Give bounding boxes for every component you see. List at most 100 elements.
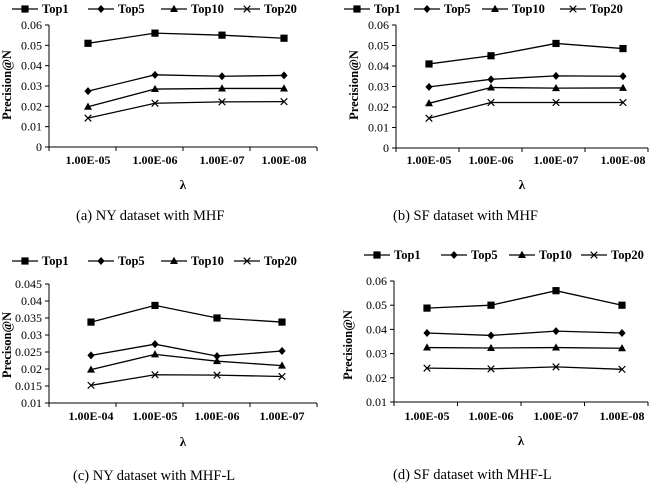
data-point [423, 364, 431, 372]
data-point [552, 83, 560, 92]
x-tick-label: 1.00E-06 [133, 153, 178, 167]
legend-label: Top20 [264, 254, 297, 268]
y-tick-label: 0.04 [21, 59, 42, 73]
legend-marker [21, 5, 29, 13]
data-point [423, 329, 431, 338]
x-tick-label: 1.00E-05 [133, 409, 178, 423]
data-point [213, 314, 221, 322]
legend: Top1 Top5 Top10 Top20 [344, 2, 623, 16]
x-tick-label: 1.00E-07 [534, 409, 579, 423]
series-line [87, 32, 285, 44]
series-Top20 [423, 363, 626, 374]
series-line [90, 374, 283, 386]
data-point [151, 84, 159, 93]
x-tick-label: 1.00E-06 [469, 409, 514, 423]
data-point [552, 327, 560, 336]
data-point [487, 52, 495, 60]
data-point [552, 363, 560, 371]
data-point [487, 365, 495, 373]
y-tick-label: 0.02 [21, 362, 42, 376]
x-tick-label: 1.00E-06 [195, 409, 240, 423]
series-Top5 [87, 340, 286, 361]
series-Top20 [84, 97, 288, 122]
y-tick-label: 0.03 [21, 79, 42, 93]
x-tick-label: 1.00E-07 [260, 409, 305, 423]
data-point [87, 318, 95, 326]
data-point [552, 287, 560, 295]
series-line [87, 74, 285, 92]
legend-label: Top1 [42, 2, 69, 16]
series-Top5 [84, 70, 288, 96]
data-point [280, 97, 288, 106]
data-point [487, 98, 495, 107]
data-point [487, 301, 495, 309]
series-line [426, 346, 623, 349]
data-point [87, 365, 95, 373]
legend-marker [170, 256, 178, 264]
x-axis-label: λ [180, 434, 187, 449]
series-line [87, 101, 285, 119]
series-Top20 [425, 98, 627, 122]
y-tick-label: 0.02 [366, 371, 387, 385]
y-tick-label: 0.06 [368, 18, 389, 32]
legend-label: Top5 [118, 2, 145, 16]
series-Top10 [423, 343, 626, 352]
legend-label: Top10 [539, 248, 572, 262]
legend: Top1 Top5 Top10 Top20 [364, 248, 644, 262]
legend-label: Top20 [264, 2, 297, 16]
series-line [428, 101, 623, 119]
data-point [423, 343, 431, 351]
legend-marker [170, 4, 178, 12]
legend-marker [21, 257, 29, 265]
series-line [87, 87, 284, 108]
chart-svg: Top1 Top5 Top10 Top20 0 0.01 0.02 0.03 0.04 0.05 0… [0, 2, 318, 192]
data-point [151, 99, 159, 108]
data-point [280, 71, 288, 80]
data-point [280, 34, 288, 42]
y-tick-label: 0.06 [21, 18, 42, 32]
data-point [552, 39, 560, 48]
data-point [151, 301, 159, 310]
y-tick-label: 0.05 [368, 39, 389, 53]
legend-label: Top5 [118, 254, 145, 268]
legend-label: Top10 [512, 2, 545, 16]
data-point [425, 82, 433, 91]
data-point [619, 83, 627, 91]
legend-marker [450, 251, 458, 259]
legend-label: Top20 [590, 2, 623, 16]
legend-label: Top1 [42, 254, 69, 268]
data-point [487, 75, 495, 84]
x-axis-label: λ [180, 177, 187, 192]
legend-label: Top10 [191, 2, 224, 16]
y-tick-label: 0.01 [366, 395, 387, 409]
data-point [278, 361, 286, 369]
legend: Top1 Top5 Top10 Top20 [12, 2, 297, 16]
series-line [90, 343, 283, 357]
legend-label: Top1 [394, 248, 421, 262]
data-point [618, 329, 626, 338]
data-point [552, 343, 560, 351]
figure-caption: (b) SF dataset with MHF [393, 208, 538, 224]
data-point [552, 71, 560, 80]
x-tick-label: 1.00E-05 [405, 409, 450, 423]
y-tick-label: 0.06 [366, 274, 387, 288]
chart-panel-0: Top1 Top5 Top10 Top20 0 0.01 0.02 0.03 0.04 0.05 0… [0, 0, 330, 230]
series-line [426, 330, 623, 337]
data-point [218, 84, 226, 92]
legend-marker [491, 4, 499, 12]
legend-marker [373, 251, 381, 259]
figure-caption: (d) SF dataset with MHF-L [393, 467, 552, 483]
x-axis-label: λ [518, 433, 525, 448]
legend-label: Top20 [611, 248, 644, 262]
y-tick-label: 0.045 [15, 277, 42, 291]
series-Top5 [425, 71, 627, 91]
data-point [213, 356, 221, 365]
chart-panel-2: Top1 Top5 Top10 Top20 0.01 0.015 0.02 0.025 0.03… [0, 245, 330, 484]
x-tick-label: 1.00E-07 [200, 153, 245, 167]
chart-svg: Top1 Top5 Top10 Top20 0.01 0.015 0.02 0.025 0.03… [0, 254, 318, 449]
data-point [552, 98, 560, 107]
legend-label: Top1 [374, 2, 401, 16]
legend-marker [569, 5, 577, 13]
data-point [84, 114, 92, 122]
data-point [618, 365, 626, 374]
